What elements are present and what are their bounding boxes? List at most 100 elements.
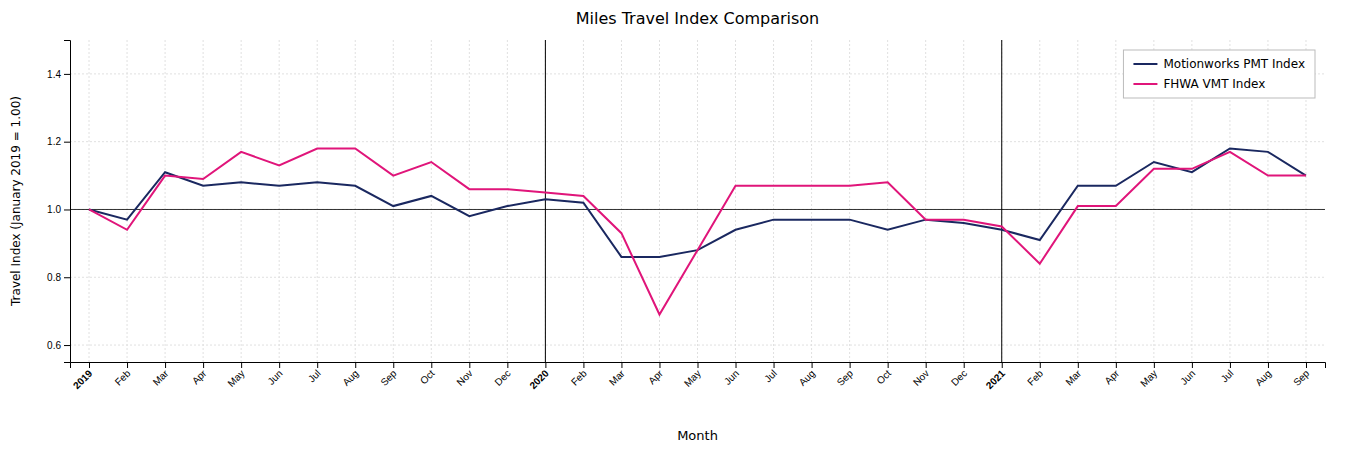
grid-line-x — [887, 40, 888, 362]
grid-line-x — [507, 40, 508, 362]
x-tick-label: May — [682, 368, 703, 389]
y-tick-mark — [64, 277, 70, 278]
grid-line-x — [279, 40, 280, 362]
x-tick-mark — [393, 362, 394, 368]
x-tick-label: 2021 — [984, 367, 1008, 391]
x-tick: Jul — [306, 362, 323, 384]
x-tick: Apr — [190, 362, 209, 386]
x-tick-label: Mar — [607, 367, 627, 387]
x-tick-label: Nov — [911, 368, 931, 388]
x-tick-mark — [583, 362, 584, 368]
x-tick: Nov — [454, 362, 474, 388]
grid-line-x — [469, 40, 470, 362]
grid-line-x — [1001, 40, 1002, 362]
x-tick-label: Jul — [1219, 368, 1236, 385]
data-layer — [70, 40, 1325, 362]
x-tick-mark — [507, 362, 508, 368]
chart: 2019 Feb Mar Apr May Jun Jul Aug Sep Oct Nov Dec 202… — [0, 0, 1350, 450]
y-tick: 1.2 — [47, 136, 70, 147]
x-tick-mark — [1154, 362, 1155, 368]
y-axis-title: Travel Index (January 2019 = 1.00) — [9, 96, 23, 307]
grid-line-x — [89, 40, 90, 362]
x-tick-label: Jun — [1178, 368, 1197, 387]
grid-line-y — [70, 141, 1325, 142]
grid-line-y — [70, 345, 1325, 346]
legend-entry: Motionworks PMT Index — [1133, 57, 1305, 71]
x-tick: Oct — [418, 362, 437, 386]
grid-line-y — [70, 209, 1325, 210]
x-tick-mark — [888, 362, 889, 368]
x-tick-mark — [659, 362, 660, 368]
x-tick-label: Mar — [1063, 367, 1083, 387]
x-tick: Mar — [151, 362, 171, 388]
x-tick-mark — [621, 362, 622, 368]
grid-line-y — [70, 277, 1325, 278]
x-tick: 2019 — [71, 362, 95, 391]
x-tick-label: Feb — [1025, 367, 1045, 387]
x-tick-mark — [1078, 362, 1079, 368]
x-tick: Dec — [949, 362, 969, 388]
x-tick: May — [225, 362, 246, 389]
y-tick-label: 0.6 — [47, 340, 61, 351]
grid-line-x — [1077, 40, 1078, 362]
x-tick-label: Jul — [762, 368, 779, 385]
x-tick-mark — [165, 362, 166, 368]
x-axis-line — [71, 363, 1326, 369]
grid-line-x — [849, 40, 850, 362]
x-tick: Aug — [797, 362, 817, 388]
grid-line-x — [355, 40, 356, 362]
y-tick-label: 0.8 — [47, 272, 61, 283]
grid-line-x — [1115, 40, 1116, 362]
grid-line-x — [241, 40, 242, 362]
x-tick-mark — [469, 362, 470, 368]
grid-line-x — [811, 40, 812, 362]
x-tick-mark — [1040, 362, 1041, 368]
x-tick-label: Apr — [1103, 367, 1122, 386]
x-tick: Feb — [1025, 362, 1045, 388]
x-tick: Sep — [835, 362, 856, 388]
x-tick: Oct — [874, 362, 893, 386]
x-tick-label: Sep — [835, 367, 856, 388]
x-tick-label: Nov — [454, 368, 474, 388]
legend-box — [1123, 50, 1315, 98]
x-axis-title: Month — [677, 428, 718, 443]
y-tick-mark — [64, 142, 70, 143]
legend-entry: FHWA VMT Index — [1133, 77, 1265, 91]
x-tick: Sep — [1291, 362, 1312, 388]
y-tick-mark — [64, 209, 70, 210]
x-tick-label: Apr — [190, 367, 209, 386]
x-tick-label: Aug — [340, 368, 360, 388]
series-line — [89, 148, 1306, 314]
x-tick-mark — [127, 362, 128, 368]
grid-line-x — [545, 40, 546, 362]
x-tick-label: Mar — [151, 367, 171, 387]
grid-line-x — [621, 40, 622, 362]
x-tick: Nov — [911, 362, 931, 388]
legend: Motionworks PMT Index FHWA VMT Index — [1123, 50, 1315, 98]
x-tick-label: Jul — [306, 368, 323, 385]
x-tick-label: Feb — [113, 367, 133, 387]
legend-swatch — [1133, 83, 1157, 85]
reference-line-y — [70, 209, 1325, 210]
x-tick: Aug — [1253, 362, 1273, 388]
x-axis: 2019 Feb Mar Apr May Jun Jul Aug Sep Oct Nov Dec 202… — [71, 362, 1326, 391]
grid-line-x — [431, 40, 432, 362]
x-tick-label: Dec — [492, 368, 512, 388]
x-tick-label: Aug — [1253, 368, 1273, 388]
x-tick-label: Sep — [378, 367, 399, 388]
grid-line-x — [925, 40, 926, 362]
grid-line-x — [203, 40, 204, 362]
legend-label: Motionworks PMT Index — [1163, 57, 1305, 71]
y-axis: 0.60.81.01.21.4 — [47, 41, 70, 363]
grid-line-x — [1039, 40, 1040, 362]
y-tick-mark — [64, 345, 70, 346]
x-tick-label: Dec — [949, 368, 969, 388]
grid-line-x — [773, 40, 774, 362]
x-tick-mark — [317, 362, 318, 368]
x-tick: Apr — [1103, 362, 1122, 386]
x-tick-mark — [1306, 362, 1307, 368]
grid-line-x — [317, 40, 318, 362]
grid-line-x — [735, 40, 736, 362]
legend-swatch — [1133, 63, 1157, 65]
plot-area: 2019 Feb Mar Apr May Jun Jul Aug Sep Oct Nov Dec 202… — [47, 40, 1325, 391]
